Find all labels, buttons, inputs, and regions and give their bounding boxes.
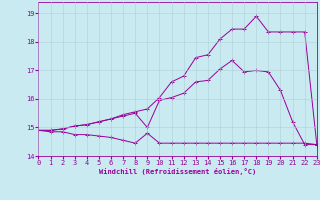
X-axis label: Windchill (Refroidissement éolien,°C): Windchill (Refroidissement éolien,°C) <box>99 168 256 175</box>
